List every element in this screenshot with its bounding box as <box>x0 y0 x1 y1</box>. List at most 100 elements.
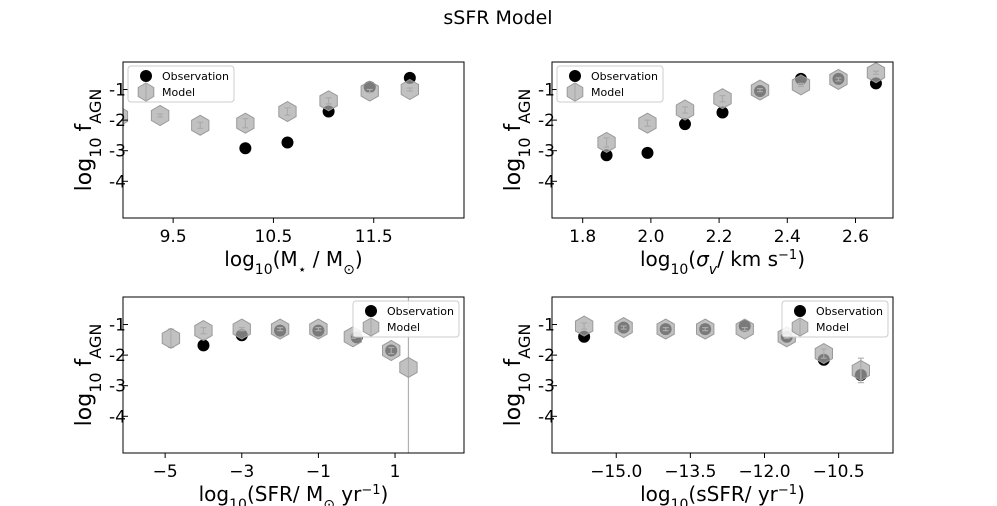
model-point <box>638 112 657 134</box>
model-point <box>236 112 255 134</box>
chart-panels: 9.5 10.5 11.5 -1 -2 -3 -4 log10(M⋆ / M⊙) log10fA… <box>72 61 894 506</box>
model-point <box>791 74 811 96</box>
legend-label-observation: Observation <box>387 305 454 318</box>
model-point <box>814 343 833 365</box>
panel-3-frame <box>122 296 465 454</box>
panel-2: 1.8 2.0 2.2 2.4 2.6 -1 -2 -3 -4 log10(σv/ km s−1)… <box>501 61 894 278</box>
legend-observation-marker <box>140 70 152 82</box>
x-tick-label: 2.0 <box>637 227 664 247</box>
legend-label-model: Model <box>591 86 624 99</box>
observation-point <box>678 118 691 131</box>
model-point <box>194 320 213 342</box>
legend-model-marker <box>137 82 155 102</box>
panel-4-ylabel: log10fAGN <box>501 324 534 427</box>
model-point <box>319 90 338 112</box>
x-tick-label: 1 <box>390 462 401 482</box>
y-tick-label: -1 <box>538 81 555 101</box>
legend-label-observation: Observation <box>591 70 658 83</box>
x-tick-label: 9.5 <box>160 227 187 247</box>
panel-3-legend: Observation Model <box>352 300 460 338</box>
panel-1-legend: Observation Model <box>127 65 235 103</box>
y-tick-label: -2 <box>109 111 126 131</box>
y-tick-label: -3 <box>538 377 555 397</box>
model-point <box>232 318 251 340</box>
panel-4-legend: Observation Model <box>781 300 889 338</box>
model-point <box>675 99 695 121</box>
model-point <box>309 318 328 340</box>
model-point <box>360 80 379 102</box>
legend-label-observation: Observation <box>816 305 883 318</box>
y-tick-label: -3 <box>109 142 126 162</box>
observation-point <box>239 142 252 155</box>
x-tick-label: 1.8 <box>569 227 596 247</box>
panel-2-frame <box>551 61 894 219</box>
model-point <box>270 318 290 340</box>
panel-2-plot-area <box>597 62 886 162</box>
panel-4-frame <box>551 296 894 454</box>
model-point <box>161 327 181 349</box>
panel-3: −5 −3 −1 1 -1 -2 -3 -4 log10(SFR/ M⊙ yr−1) log10f… <box>72 296 465 506</box>
model-point <box>750 79 770 101</box>
legend-label-model: Model <box>162 86 195 99</box>
legend-model-marker <box>566 82 584 102</box>
model-point <box>575 315 594 337</box>
model-point <box>735 318 754 340</box>
model-point <box>399 356 418 378</box>
x-tick-label: 2.4 <box>774 227 801 247</box>
model-point <box>400 78 419 101</box>
panel-3-xlabel: log10(SFR/ M⊙ yr−1) <box>199 482 389 506</box>
model-point <box>597 131 616 153</box>
legend-label-observation: Observation <box>162 70 229 83</box>
legend-box <box>556 65 664 103</box>
panel-4-xlabel: log10(sSFR/ yr−1) <box>640 482 805 506</box>
y-tick-label: -2 <box>109 346 126 366</box>
panel-2-legend: Observation Model <box>556 65 664 103</box>
x-tick-label: −5 <box>153 462 178 482</box>
panel-3-ylabel: log10fAGN <box>72 324 105 427</box>
model-point <box>150 104 170 127</box>
observation-point <box>641 146 654 159</box>
x-tick-label: 11.5 <box>355 227 393 247</box>
panel-1: 9.5 10.5 11.5 -1 -2 -3 -4 log10(M⋆ / M⊙) log10fA… <box>72 61 465 278</box>
y-tick-label: -1 <box>538 316 555 336</box>
legend-box <box>127 65 235 103</box>
model-point <box>278 101 297 123</box>
observation-point <box>600 149 613 162</box>
y-tick-label: -3 <box>538 142 555 162</box>
panel-1-ylabel: log10fAGN <box>72 89 105 192</box>
legend-label-model: Model <box>387 321 420 334</box>
y-tick-label: -2 <box>538 111 555 131</box>
panel-1-plot-area <box>123 71 419 155</box>
y-tick-label: -1 <box>109 316 126 336</box>
model-point <box>656 318 675 340</box>
y-tick-label: -1 <box>109 81 126 101</box>
legend-model-marker <box>362 317 380 337</box>
model-point <box>382 339 401 362</box>
x-tick-label: 2.6 <box>842 227 869 247</box>
y-tick-label: -4 <box>538 172 555 192</box>
x-tick-label: −1 <box>306 462 331 482</box>
legend-observation-marker <box>569 70 581 82</box>
x-tick-label: −12.0 <box>738 462 790 482</box>
legend-observation-marker <box>794 305 806 317</box>
model-point <box>866 62 886 84</box>
panel-4-plot-area <box>575 315 870 384</box>
x-tick-label: −15.0 <box>590 462 642 482</box>
observation-point <box>281 136 294 149</box>
model-point <box>614 317 633 339</box>
y-tick-label: -4 <box>109 407 126 427</box>
legend-label-model: Model <box>816 321 849 334</box>
legend-box <box>352 300 460 338</box>
model-point <box>191 114 210 136</box>
y-tick-label: -3 <box>109 377 126 397</box>
y-tick-label: -4 <box>109 172 126 192</box>
x-tick-label: −10.5 <box>813 462 865 482</box>
panel-1-frame <box>122 61 465 219</box>
x-tick-label: −3 <box>229 462 254 482</box>
x-tick-label: −13.5 <box>664 462 716 482</box>
legend-model-marker <box>791 317 809 337</box>
x-tick-label: 2.2 <box>706 227 733 247</box>
panel-1-xlabel: log10(M⋆ / M⊙) <box>224 247 362 278</box>
panel-2-xlabel: log10(σv/ km s−1) <box>640 247 805 278</box>
